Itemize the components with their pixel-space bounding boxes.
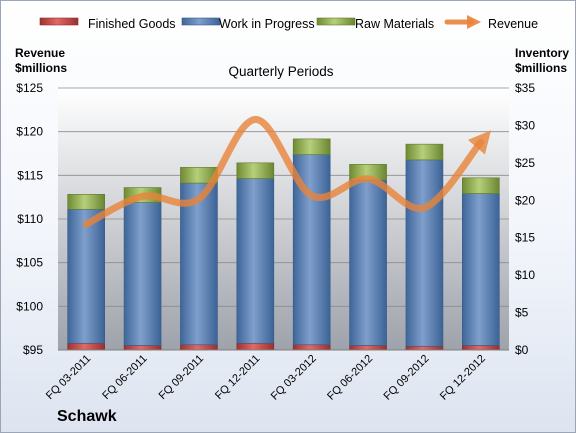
x-axis-ticks: FQ 03-2011 FQ 06-2011 FQ 09-2011 FQ 12-2011…: [44, 353, 488, 403]
bar-finished-goods: [236, 342, 275, 351]
chart-title: Quarterly Periods: [228, 64, 333, 79]
left-axis-ticks: $95 $100 $105 $110 $115 $120 $125: [16, 81, 43, 357]
left-tick-label: $115: [17, 168, 43, 182]
x-tick-label: FQ 09-2011: [157, 353, 206, 402]
bar-raw-materials: [67, 193, 105, 210]
legend-arrow-icon: [467, 15, 481, 29]
legend-swatch-work-in-progress: [181, 17, 221, 26]
bar-raw-materials: [405, 143, 444, 161]
legend: Finished Goods Work in Progress Raw Mate…: [39, 15, 538, 31]
legend-label-raw-materials: Raw Materials: [355, 17, 434, 31]
legend-label-finished-goods: Finished Goods: [88, 17, 176, 31]
bar-finished-goods: [349, 345, 387, 351]
left-axis-label-line2: $millions: [15, 61, 67, 75]
bar-finished-goods: [405, 345, 444, 351]
bar-raw-materials: [236, 162, 275, 179]
right-tick-label: $0: [515, 343, 529, 357]
legend-label-revenue: Revenue: [488, 17, 538, 31]
right-tick-label: $15: [515, 231, 535, 245]
bar-work-in-progress: [123, 202, 162, 346]
x-tick-label: FQ 09-2012: [382, 353, 432, 403]
bar-finished-goods: [67, 342, 105, 351]
x-tick-label: FQ 03-2011: [44, 353, 93, 402]
bar-work-in-progress: [236, 178, 275, 344]
x-tick-label: FQ 06-2012: [325, 353, 375, 403]
x-tick-label: FQ 06-2011: [100, 353, 149, 402]
x-tick-label: FQ 12-2011: [213, 353, 262, 402]
bar-finished-goods: [462, 345, 500, 351]
bar-work-in-progress: [462, 193, 500, 346]
bar-work-in-progress: [349, 179, 387, 346]
right-axis-label-line2: $millions: [515, 61, 567, 75]
right-tick-label: $20: [515, 193, 535, 207]
bar-finished-goods: [123, 345, 162, 351]
left-tick-label: $120: [16, 125, 43, 139]
right-axis-label-line1: Inventory: [515, 46, 569, 60]
bar-finished-goods: [180, 344, 218, 351]
right-axis-ticks: $0 $5 $10 $15 $20 $25 $30 $35: [515, 81, 535, 357]
left-axis-label-line1: Revenue: [15, 46, 65, 60]
right-tick-label: $35: [515, 81, 535, 95]
right-tick-label: $30: [515, 118, 535, 132]
bar-work-in-progress: [405, 159, 444, 347]
legend-swatch-raw-materials: [316, 17, 356, 26]
x-tick-label: FQ 03-2012: [269, 353, 319, 403]
bar-finished-goods: [292, 344, 331, 351]
legend-label-work-in-progress: Work in Progress: [219, 17, 315, 31]
legend-item-work-in-progress: Work in Progress: [181, 17, 315, 31]
legend-item-raw-materials: Raw Materials: [316, 17, 434, 31]
company-name: Schawk: [57, 408, 117, 425]
left-tick-label: $100: [16, 299, 43, 313]
right-tick-label: $5: [515, 306, 529, 320]
x-tick-label: FQ 12-2012: [438, 353, 488, 403]
left-tick-label: $95: [23, 343, 43, 357]
revenue-line: [82, 115, 492, 228]
legend-item-finished-goods: Finished Goods: [39, 17, 176, 31]
bar-work-in-progress: [67, 208, 105, 344]
right-tick-label: $10: [515, 268, 535, 282]
legend-swatch-finished-goods: [39, 17, 79, 26]
bar-work-in-progress: [180, 182, 218, 346]
legend-item-revenue: Revenue: [444, 15, 538, 31]
revenue-line-group: [82, 115, 492, 228]
bar-raw-materials: [462, 177, 500, 194]
right-tick-label: $25: [515, 156, 535, 170]
left-tick-label: $105: [16, 256, 43, 270]
bar-raw-materials: [292, 138, 331, 155]
left-tick-label: $110: [17, 212, 43, 226]
left-tick-label: $125: [16, 81, 43, 95]
